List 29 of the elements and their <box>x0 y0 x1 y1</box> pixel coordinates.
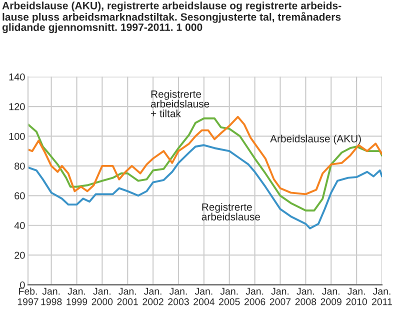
series-label: Registrerte arbeidslause <box>202 203 260 220</box>
y-tick-label: 120 <box>9 103 25 110</box>
chart-title: Arbeidslause (AKU), registrerte arbeidslause og registrerte arbeids- lause pluss arbeidsmarknadstiltak. Sesongjusterte tal, tremånaders glidande gjennomsnitt. 1997-2011. 1 000 <box>2 2 342 34</box>
y-tick-label: 80 <box>14 162 25 170</box>
x-tick-label: Jan. 2007 <box>270 288 291 306</box>
line-series <box>28 117 382 212</box>
x-tick-label: Jan. 2004 <box>194 288 214 306</box>
series-label: Registrerte arbeidslause + tiltak <box>150 90 210 118</box>
x-tick-label: Jan. 2005 <box>219 288 240 306</box>
x-tick-label: Jan. 2001 <box>117 288 138 306</box>
x-tick-label: Feb. 1997 <box>18 288 38 306</box>
x-tick-label: Jan. 2000 <box>92 288 113 306</box>
y-tick-label: 140 <box>9 73 25 81</box>
x-tick-label: Jan. 2011 <box>372 288 392 306</box>
y-tick-label: 20 <box>14 252 25 259</box>
line-series <box>28 144 382 230</box>
line-series <box>28 116 382 196</box>
y-tick-label: 40 <box>14 222 25 230</box>
x-tick-label: Jan. 2003 <box>168 288 189 306</box>
series-label: Arbeidslause (AKU) <box>270 134 361 144</box>
x-tick-label: Jan. 1999 <box>66 288 88 306</box>
x-tick-label: Jan. 2010 <box>346 288 367 306</box>
x-tick-label: Jan. 2008 <box>295 288 316 306</box>
y-tick-label: 100 <box>9 132 25 140</box>
x-tick-label: Jan. 2006 <box>244 288 266 306</box>
x-tick-label: Jan. 2002 <box>142 288 164 306</box>
x-tick-label: Jan. 1998 <box>41 288 62 306</box>
y-tick-label: 60 <box>14 192 25 200</box>
x-tick-label: Jan. 2009 <box>320 288 342 306</box>
